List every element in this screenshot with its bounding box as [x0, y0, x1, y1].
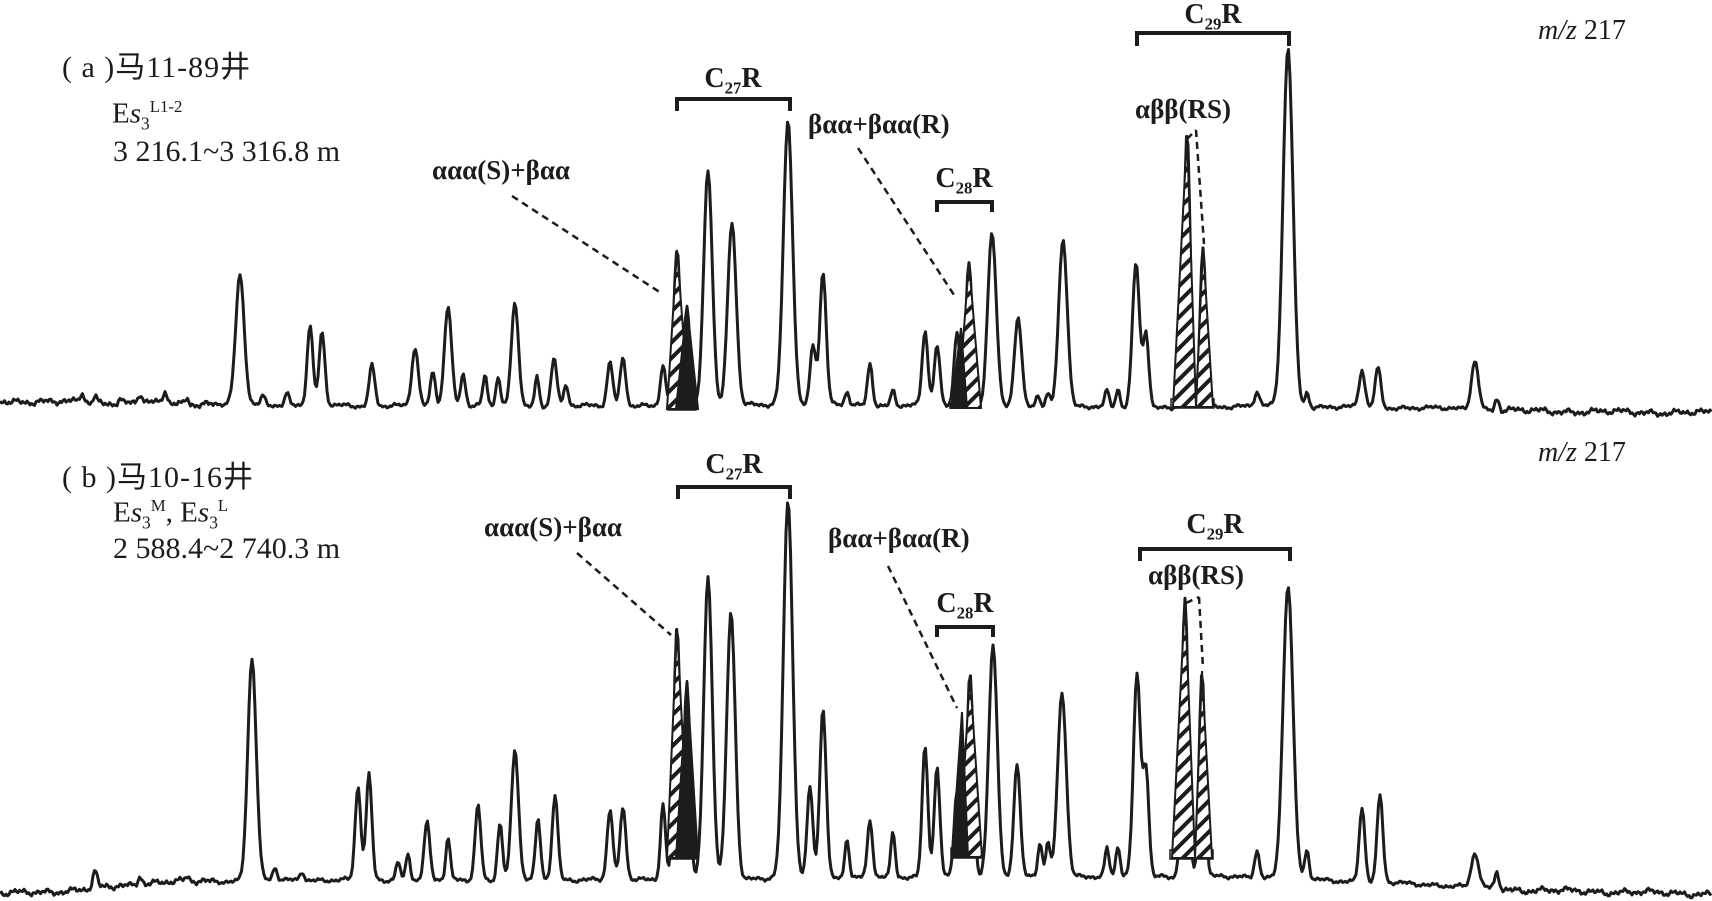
hatched-peak-abb-rs-a [1194, 246, 1215, 408]
pointer-line-a-1 [856, 147, 958, 299]
filled-peak-c28-b [950, 711, 970, 858]
formation-symbol: E [113, 496, 131, 529]
panel-a-well-label: ( a )马11-89井 [62, 51, 252, 84]
panel-a-depth-range: 3 216.1~3 316.8 m [113, 135, 341, 168]
hatched-peak-abb-rs-b [1193, 670, 1214, 859]
hatched-peak-abb-rs-a [1171, 134, 1198, 408]
panel-b-bracket-label-c27: C27R [705, 449, 763, 484]
panel-a-bracket-label-c29: C29R [1184, 0, 1242, 34]
filled-peak-aaa-s-baa-a [674, 304, 700, 410]
panel-b-depth-range: 2 588.4~2 740.3 m [113, 532, 341, 565]
pointer-line-b-3 [1197, 596, 1205, 669]
panel-b-mz-label: m/z 217 [1538, 438, 1626, 467]
bracket-c29-a [1135, 31, 1291, 46]
pointer-line-b-2 [1185, 595, 1200, 605]
panel-b-annotation-abb: αββ(RS) [1148, 560, 1245, 590]
bracket-c27-b [676, 485, 792, 499]
panel-a-formation-label: Es3L1-2 [112, 97, 183, 134]
panel-b-bracket-label-c29: C29R [1186, 509, 1244, 544]
bracket-c28-b [935, 625, 995, 637]
panel-a-annotation-abb: αββ(RS) [1135, 94, 1232, 124]
panel-a-annotation-aaa: ααα(S)+βαα [432, 155, 570, 185]
bracket-c28-a [935, 200, 994, 212]
pointer-line-a-2 [1186, 129, 1197, 140]
trace-panel-a [0, 48, 1712, 418]
bracket-c29-b [1138, 547, 1292, 561]
pointer-line-b-0 [576, 552, 672, 636]
pointer-line-b-1 [886, 565, 959, 709]
filled-peak-c28-a [949, 327, 969, 409]
mz-symbol: m/z [1538, 437, 1577, 468]
formation-symbol: E [112, 97, 130, 130]
pointer-line-a-0 [511, 194, 662, 295]
trace-panel-b [0, 501, 1712, 900]
bracket-c27-a [675, 97, 792, 111]
panel-b-annotation-aaa: ααα(S)+βαα [484, 512, 622, 542]
panel-a-bracket-label-c28: C28R [935, 163, 993, 198]
mz-value: 217 [1583, 15, 1626, 46]
panel-a-annotation-baa: βαα+βαα(R) [808, 109, 950, 139]
filled-peak-aaa-s-baa-b [674, 679, 700, 859]
panel-a-bracket-label-c27: C27R [704, 63, 762, 98]
hatched-peak-abb-rs-b [1170, 599, 1197, 859]
mz-value: 217 [1583, 437, 1626, 468]
mz-symbol: m/z [1538, 15, 1577, 46]
panel-a-mz-label: m/z 217 [1538, 16, 1626, 45]
panel-b-annotation-baa: βαα+βαα(R) [828, 523, 970, 553]
panel-b-formation-label: Es3M, Es3L [113, 496, 229, 533]
pointer-line-a-3 [1194, 129, 1206, 245]
panel-b-well-label: ( b )马10-16井 [62, 461, 254, 494]
panel-b-bracket-label-c28: C28R [936, 588, 994, 623]
